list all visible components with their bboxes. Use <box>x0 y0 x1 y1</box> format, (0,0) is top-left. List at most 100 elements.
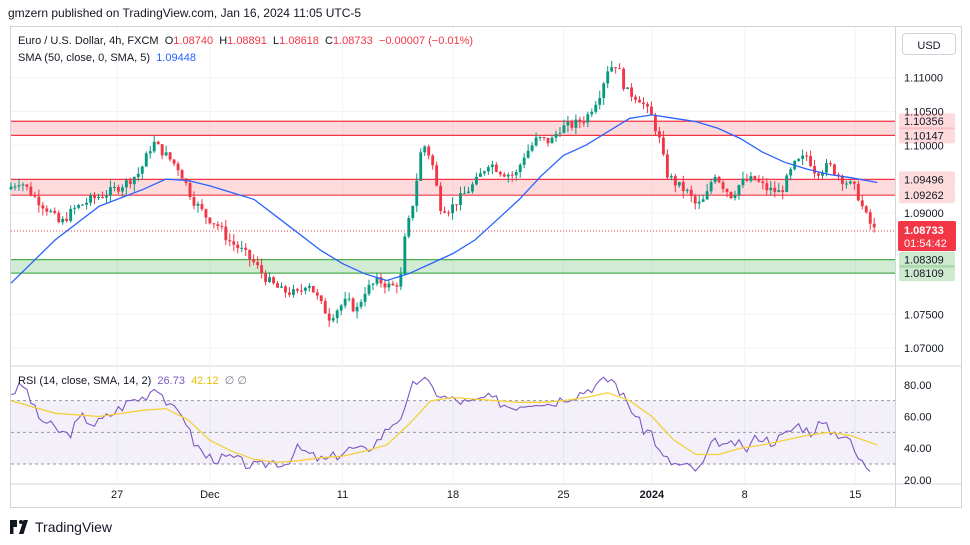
candle-body-down <box>236 244 240 249</box>
candle-body-down <box>757 179 761 182</box>
candle-body-up <box>522 157 526 165</box>
candle-body-down <box>443 211 447 213</box>
candle-body-up <box>789 169 793 176</box>
candle-body-up <box>566 121 570 126</box>
candle-body-down <box>673 176 677 186</box>
candle-body-down <box>638 99 641 103</box>
candle-body-up <box>538 137 542 139</box>
candle-body-down <box>188 182 192 197</box>
candle-body-up <box>403 236 407 275</box>
candle-body-up <box>733 195 737 199</box>
candle-body-down <box>180 170 184 179</box>
candle-body-down <box>244 247 248 250</box>
tradingview-logo[interactable]: TradingView <box>8 517 112 537</box>
candle-body-up <box>331 318 335 321</box>
rsi-line <box>10 376 871 472</box>
candle-body-up <box>77 205 81 208</box>
candle-body-up <box>626 87 630 90</box>
time-tick-label: 15 <box>849 489 861 501</box>
currency-selector-button[interactable]: USD <box>902 33 956 55</box>
candle-body-up <box>292 289 295 295</box>
candle-body-down <box>729 191 733 199</box>
candle-body-down <box>168 152 172 160</box>
candle-body-down <box>570 121 574 128</box>
candle-body-down <box>216 224 220 226</box>
candle-body-up <box>598 97 602 105</box>
candle-body-down <box>284 286 287 293</box>
candle-body-down <box>681 181 685 191</box>
candle-body-up <box>73 207 77 209</box>
candle-body-up <box>407 218 411 237</box>
candle-body-down <box>101 196 104 198</box>
candle-body-down <box>455 204 458 206</box>
countdown-label: 01:54:42 <box>904 238 947 250</box>
candle-body-up <box>669 176 673 178</box>
low-label: L <box>273 35 280 47</box>
open-value: 1.08740 <box>173 35 214 47</box>
open-label: O <box>164 35 174 47</box>
price-tick-label: 1.10000 <box>904 140 944 152</box>
sma-title: SMA (50, close, 0, SMA, 5) <box>18 52 151 64</box>
time-tick-label: 2024 <box>640 489 665 501</box>
rsi-ma-line <box>10 392 878 464</box>
resistance-zone-bottom-label: 1.09262 <box>904 190 944 202</box>
candle-body-up <box>375 277 379 284</box>
candle-body-up <box>701 199 705 202</box>
resistance-zone-bottom-label-bg <box>899 187 955 204</box>
candle-body-down <box>45 208 49 212</box>
tradingview-logo-text: TradingView <box>35 519 113 535</box>
candle-body-down <box>650 106 653 116</box>
candle-body-up <box>797 159 801 161</box>
candle-body-up <box>474 176 478 185</box>
candle-body-down <box>860 200 864 207</box>
candle-body-down <box>248 249 252 260</box>
candle-body-up <box>554 133 558 138</box>
candle-body-down <box>840 176 844 184</box>
candle-body-down <box>228 240 232 242</box>
candle-body-down <box>765 183 769 191</box>
candle-body-up <box>534 137 538 146</box>
candle-body-down <box>315 292 319 296</box>
candle-body-down <box>813 166 816 174</box>
candle-body-up <box>136 173 140 177</box>
candle-body-up <box>335 310 339 319</box>
candle-body-up <box>558 132 562 134</box>
support-zone-top-label: 1.08309 <box>904 255 944 267</box>
candle-body-up <box>844 183 848 185</box>
candle-body-down <box>753 176 757 180</box>
candle-body-up <box>777 190 781 193</box>
candle-body-down <box>634 96 637 100</box>
resistance-zone-top-label: 1.09496 <box>904 174 944 186</box>
tradingview-logo-icon <box>10 520 28 534</box>
resistance-zone-top-label: 1.10356 <box>904 116 944 128</box>
candle-body-down <box>657 131 661 138</box>
symbol-title: Euro / U.S. Dollar, 4h, FXCM <box>18 35 159 47</box>
change-value: −0.00007 (−0.01%) <box>378 35 474 47</box>
candle-body-up <box>463 193 466 195</box>
candle-body-up <box>749 176 753 181</box>
candle-body-down <box>212 223 216 225</box>
candle-body-up <box>9 186 13 190</box>
candle-body-down <box>852 181 856 184</box>
candle-body-down <box>272 277 275 284</box>
candle-body-up <box>109 187 112 196</box>
candle-body-down <box>295 289 299 291</box>
candle-body-up <box>120 187 124 192</box>
candle-body-up <box>359 301 363 307</box>
support-zone-top-label-bg <box>899 251 955 268</box>
candle-body-up <box>506 174 510 177</box>
candle-body-down <box>252 259 256 263</box>
candle-body-up <box>415 180 419 206</box>
candle-body-down <box>208 217 212 224</box>
candle-body-up <box>610 67 614 72</box>
candle-body-up <box>530 145 534 151</box>
candle-body-down <box>717 177 721 183</box>
candle-body-up <box>677 181 681 186</box>
candle-body-down <box>872 223 876 228</box>
candle-body-up <box>769 187 773 191</box>
candle-body-up <box>13 186 17 188</box>
close-value: 1.08733 <box>333 35 373 47</box>
candle-body-down <box>447 212 451 214</box>
